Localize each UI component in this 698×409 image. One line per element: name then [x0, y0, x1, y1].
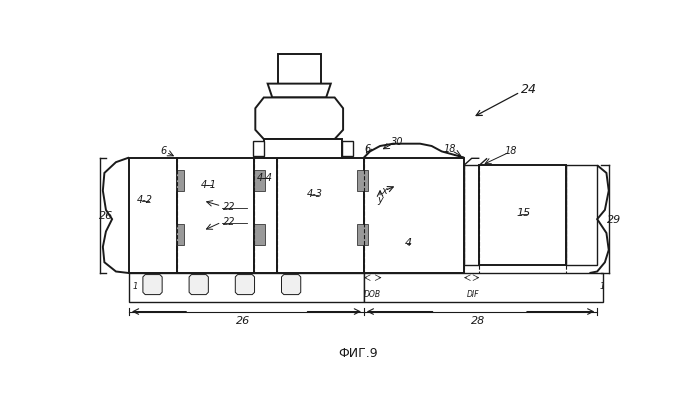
- Text: 30: 30: [391, 136, 403, 146]
- Text: 4-2: 4-2: [138, 195, 153, 204]
- Text: 4-1: 4-1: [200, 179, 216, 189]
- Polygon shape: [189, 275, 208, 295]
- Text: 24: 24: [521, 83, 537, 96]
- Text: 29: 29: [607, 215, 621, 225]
- Bar: [278, 55, 321, 84]
- Text: 22: 22: [223, 217, 235, 227]
- Bar: [480, 166, 566, 266]
- Bar: [342, 141, 353, 157]
- Text: 18: 18: [505, 146, 517, 155]
- Bar: [357, 224, 368, 246]
- Text: x: x: [381, 185, 387, 196]
- Text: 6: 6: [364, 144, 371, 154]
- Text: 28: 28: [470, 315, 485, 325]
- Bar: [277, 158, 364, 273]
- Polygon shape: [281, 275, 301, 295]
- Text: 15: 15: [517, 208, 531, 218]
- Bar: [357, 171, 368, 192]
- Polygon shape: [143, 275, 162, 295]
- Text: 1: 1: [599, 281, 604, 290]
- Bar: [464, 166, 480, 266]
- Polygon shape: [267, 84, 331, 98]
- Bar: [254, 171, 265, 192]
- Bar: [254, 158, 277, 273]
- Polygon shape: [255, 98, 343, 140]
- Text: DOB: DOB: [364, 289, 381, 298]
- Text: 26: 26: [236, 315, 250, 325]
- Text: 4-4: 4-4: [258, 172, 274, 182]
- Text: 4: 4: [405, 238, 412, 247]
- Text: y: y: [377, 195, 383, 204]
- Bar: [129, 158, 177, 273]
- Bar: [129, 273, 364, 303]
- Bar: [264, 140, 342, 158]
- Text: 4-3: 4-3: [306, 189, 322, 198]
- Text: 22: 22: [223, 202, 235, 211]
- Text: 6: 6: [161, 146, 167, 155]
- Text: ФИГ.9: ФИГ.9: [338, 346, 378, 359]
- Bar: [566, 166, 597, 266]
- Text: 18: 18: [443, 144, 456, 154]
- Bar: [254, 224, 265, 246]
- Text: 1: 1: [133, 281, 138, 290]
- Text: DIF: DIF: [467, 289, 480, 298]
- Bar: [176, 224, 184, 246]
- Bar: [364, 158, 464, 273]
- Bar: [176, 171, 184, 192]
- Bar: [177, 158, 254, 273]
- Bar: [253, 141, 264, 157]
- Text: 26: 26: [99, 211, 113, 221]
- Polygon shape: [235, 275, 255, 295]
- Bar: [364, 273, 602, 303]
